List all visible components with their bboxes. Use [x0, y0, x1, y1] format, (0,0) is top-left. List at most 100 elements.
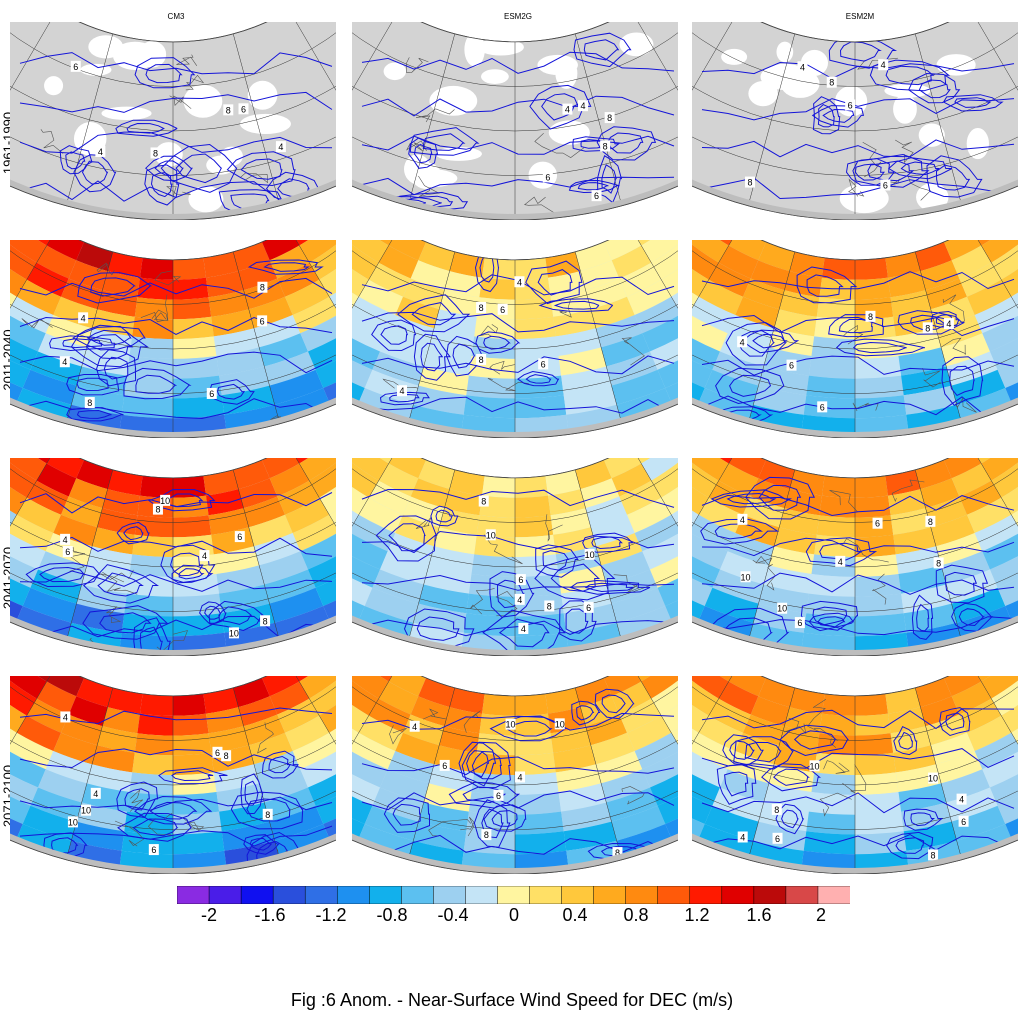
- anomaly-cell: [925, 714, 967, 746]
- anomaly-cell: [46, 240, 84, 261]
- contour-line: [541, 93, 579, 121]
- coastline: [153, 294, 169, 321]
- anomaly-cell: [468, 356, 515, 379]
- anomaly-cell: [203, 470, 239, 496]
- anomaly-cell: [758, 584, 809, 614]
- contour-label: 4: [517, 595, 522, 605]
- anomaly-cell: [134, 733, 173, 756]
- contour-label-box: [925, 515, 936, 527]
- anomaly-cell: [173, 297, 212, 320]
- contour-line: [82, 605, 169, 640]
- coastline: [487, 377, 529, 392]
- anomaly-cell: [743, 496, 785, 528]
- anomaly-cell: [951, 681, 992, 715]
- anomaly-cell: [299, 458, 336, 481]
- anomaly-cell: [10, 548, 38, 588]
- map-svg: 4 4 6 6 8 8: [352, 240, 678, 438]
- contour-line: [160, 143, 238, 193]
- contour-label: 4: [81, 313, 86, 323]
- anomaly-cell: [132, 534, 173, 558]
- anomaly-cell: [173, 515, 212, 538]
- anomaly-cell: [946, 787, 998, 822]
- map-svg: 4 4 6 6 8 8: [352, 22, 678, 220]
- contour-line: [733, 736, 794, 770]
- anomaly-cell: [692, 565, 713, 606]
- parallel-line: [692, 458, 1018, 568]
- contour-label: 8: [928, 517, 933, 527]
- contour-label: 10: [555, 719, 565, 729]
- contour-label: 4: [740, 515, 745, 525]
- contour-line: [204, 605, 222, 620]
- anomaly-cell: [126, 356, 173, 379]
- parallel-line: [10, 458, 336, 568]
- contour-line: [811, 105, 865, 128]
- contour-line: [409, 127, 480, 156]
- anomaly-cell: [808, 356, 855, 379]
- anomaly-cell: [959, 480, 1002, 515]
- anomaly-cell: [418, 584, 469, 614]
- contour-label-box: [81, 804, 92, 816]
- contour-label-box: [880, 179, 891, 191]
- anomaly-cell: [657, 783, 678, 824]
- map-rim: [10, 615, 336, 656]
- contour-label: 8: [607, 113, 612, 123]
- land-patch: [548, 120, 590, 145]
- coastline: [176, 54, 198, 66]
- anomaly-cell: [611, 369, 666, 405]
- colorbar-swatch: [369, 886, 402, 904]
- anomaly-cell: [692, 242, 719, 280]
- coastline: [102, 571, 138, 595]
- anomaly-cell: [604, 240, 642, 261]
- map-svg: 4 4 6 6 8 8 10 10: [692, 458, 1018, 656]
- anomaly-cell: [720, 333, 769, 367]
- contour-line: [19, 492, 333, 514]
- anomaly-cell: [86, 546, 133, 574]
- anomaly-cell: [36, 463, 77, 497]
- anomaly-cell: [855, 476, 888, 498]
- contour-label: 10: [777, 604, 787, 614]
- contour-label: 4: [838, 557, 843, 567]
- contour-line: [361, 355, 675, 375]
- anomaly-cell: [590, 296, 635, 329]
- contour-line: [710, 489, 793, 508]
- map-svg: 4 4 6 6 8 8: [10, 240, 336, 438]
- anomaly-cell: [616, 606, 673, 642]
- anomaly-cell: [561, 584, 612, 614]
- contour-label-box: [262, 808, 273, 820]
- anomaly-cell: [855, 375, 904, 399]
- contour-line: [83, 564, 159, 604]
- anomaly-cell: [885, 470, 921, 496]
- land-patch: [429, 85, 478, 116]
- anomaly-cell: [515, 831, 567, 855]
- anomaly-cell: [357, 606, 414, 642]
- contour-label: 6: [241, 104, 246, 114]
- contour-label: 8: [481, 497, 486, 507]
- contour-line: [126, 122, 165, 134]
- anomaly-cell: [981, 240, 1018, 263]
- anomaly-cell: [358, 279, 403, 315]
- contour-line: [916, 603, 930, 632]
- anomaly-cell: [299, 676, 336, 699]
- contour-line: [158, 767, 228, 785]
- contour-line: [867, 160, 915, 182]
- contour-label-box: [223, 104, 234, 116]
- contour-line: [601, 164, 617, 194]
- map-rim: [692, 833, 1018, 874]
- contour-line: [90, 277, 136, 297]
- anomaly-cell: [476, 515, 515, 538]
- anomaly-cell: [315, 783, 336, 824]
- colorbar-swatch: [657, 886, 691, 904]
- contour-line: [808, 612, 855, 631]
- contour-label-box: [518, 622, 529, 634]
- anomaly-cell: [22, 587, 77, 623]
- contour-label: 4: [202, 551, 207, 561]
- contour-line: [216, 383, 246, 400]
- anomaly-cell: [606, 569, 658, 604]
- coastline: [483, 534, 523, 565]
- contour-label-box: [257, 315, 268, 327]
- anomaly-cell: [951, 587, 1006, 623]
- anomaly-cell: [358, 715, 403, 751]
- column-title-esm2g: ESM2G: [503, 12, 532, 21]
- anomaly-cell: [855, 574, 902, 597]
- contour-line: [134, 795, 213, 825]
